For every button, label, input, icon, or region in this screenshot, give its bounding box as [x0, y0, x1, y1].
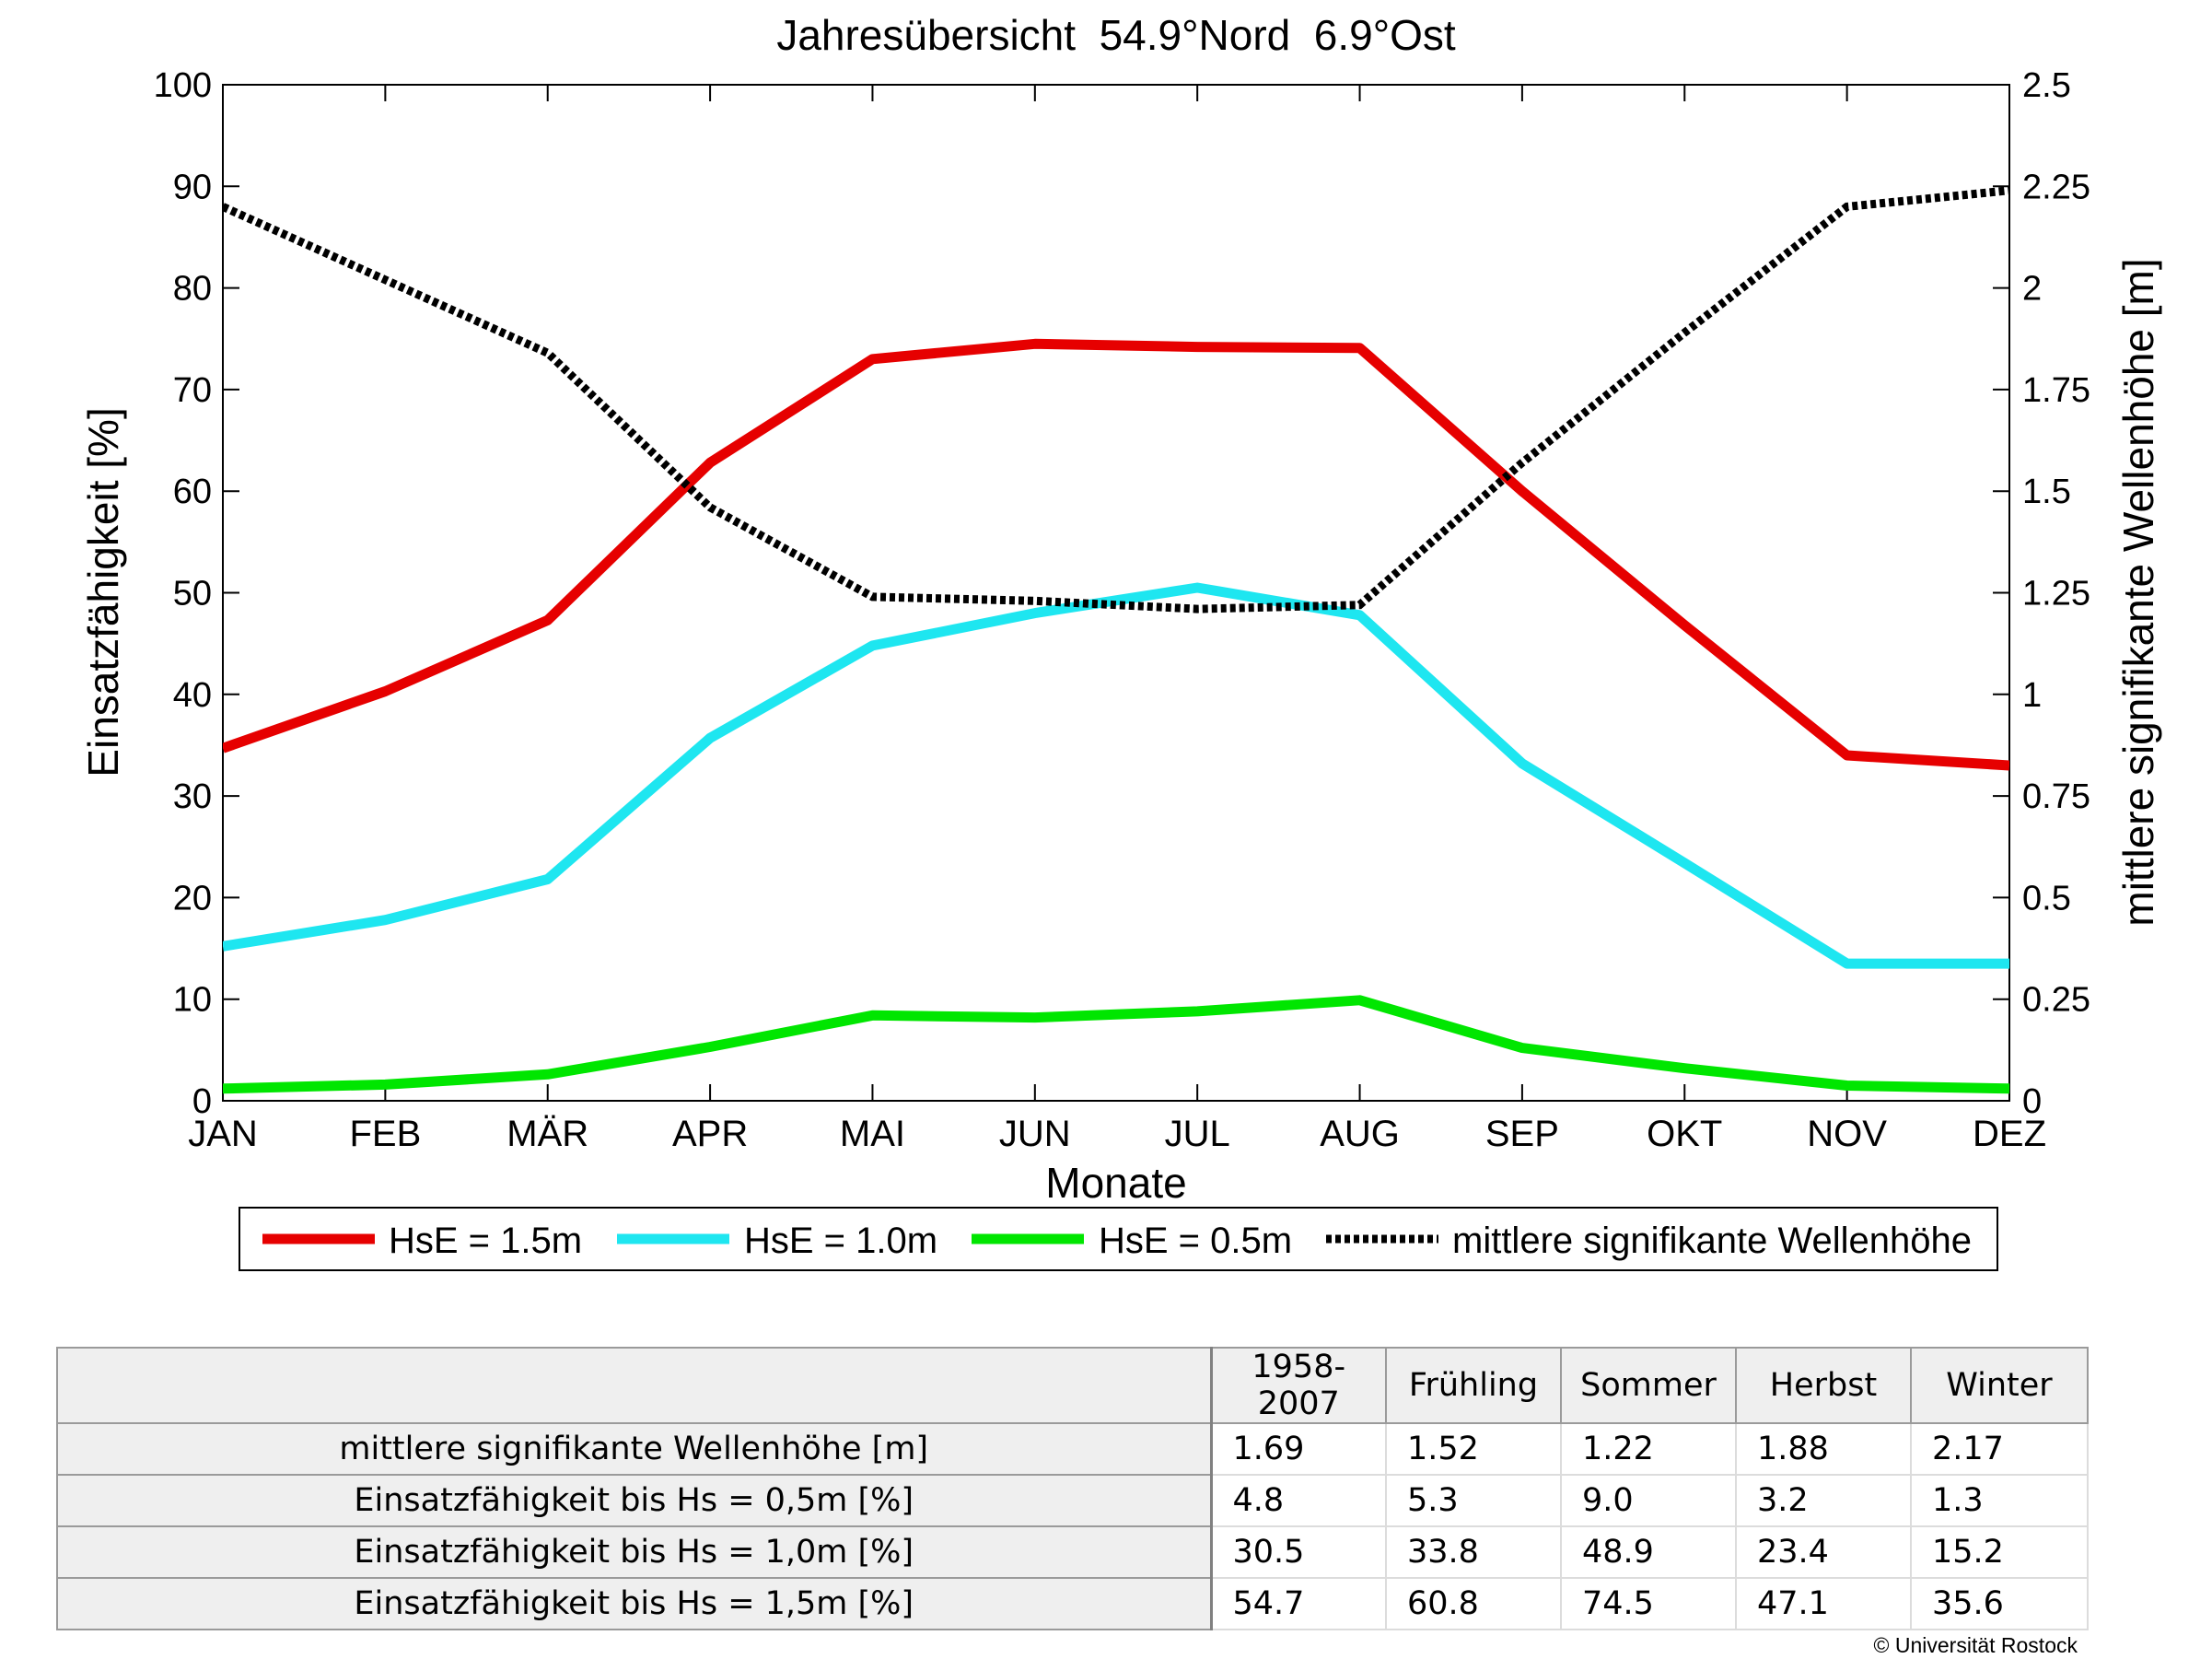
table-header-row: 1958-2007 Frühling Sommer Herbst Winter [56, 1347, 2089, 1424]
series-line-1 [223, 338, 2009, 771]
y-tick-label-left: 70 [173, 371, 212, 410]
x-tick-label: OKT [1647, 1114, 1722, 1154]
table-cell: 74.5 [1560, 1577, 1737, 1630]
y-tick-label-right: 0.75 [2022, 777, 2090, 816]
table-cell: 9.0 [1560, 1474, 1737, 1527]
legend-label-2: HsE = 1.0m [744, 1221, 937, 1261]
table-cell: 1.88 [1735, 1422, 1912, 1476]
table-cell: 30.5 [1210, 1525, 1387, 1579]
x-tick-label: AUG [1320, 1114, 1400, 1154]
x-axis-label: Monate [1045, 1159, 1186, 1207]
table-column-header: 1958-2007 [1210, 1347, 1387, 1424]
table-cell: 1.3 [1910, 1474, 2089, 1527]
y-tick-label-right: 0.25 [2022, 981, 2090, 1020]
x-tick-label: JUN [999, 1114, 1071, 1154]
legend-box [239, 1207, 1998, 1271]
table-cell: 47.1 [1735, 1577, 1912, 1630]
table-row: mittlere signifikante Wellenhöhe [m] 1.69… [56, 1422, 2089, 1476]
table-cell: 5.3 [1385, 1474, 1562, 1527]
legend-label-1: HsE = 1.5m [389, 1221, 582, 1261]
series-layer [222, 186, 2010, 1094]
y-tick-label-right: 1.5 [2022, 473, 2071, 511]
y-tick-label-left: 60 [173, 473, 212, 511]
chart-title: Jahresübersicht 54.9°Nord 6.9°Ost [776, 11, 1456, 59]
y-tick-label-right: 1 [2022, 676, 2042, 715]
x-tick-label: MÄR [506, 1114, 588, 1154]
y-tick-label-left: 30 [173, 777, 212, 816]
y-axis-label-left: Einsatzfähigkeit [%] [79, 407, 127, 777]
table-cell: 35.6 [1910, 1577, 2089, 1630]
table-cell: 33.8 [1385, 1525, 1562, 1579]
y-tick-label-right: 0.5 [2022, 879, 2071, 917]
table-row-header: mittlere signifikante Wellenhöhe [m] [56, 1422, 1213, 1476]
table-cell: 1.22 [1560, 1422, 1737, 1476]
legend-label-4: mittlere signifikante Wellenhöhe [1452, 1221, 1972, 1261]
table-column-header: Herbst [1735, 1347, 1912, 1424]
x-tick-label: JAN [188, 1114, 258, 1154]
y-axis-label-right: mittlere signifikante Wellenhöhe [m] [2114, 258, 2162, 926]
x-tick-label: NOV [1807, 1114, 1887, 1154]
axis-ticks: 0 10 20 30 40 50 60 70 80 90 100 0 0.25 0.5 0.75 1 1.25 1… [154, 66, 2090, 1154]
table-cell: 1.69 [1210, 1422, 1387, 1476]
table-row: Einsatzfähigkeit bis Hs = 0,5m [%] 4.8 5.3… [56, 1474, 2089, 1527]
y-tick-label-left: 20 [173, 879, 212, 917]
summary-table: 1958-2007 Frühling Sommer Herbst Winter mittl… [56, 1347, 2089, 1630]
y-tick-label-left: 50 [173, 575, 212, 613]
table-column-header: Frühling [1385, 1347, 1562, 1424]
y-tick-label-right: 1.75 [2022, 371, 2090, 410]
y-tick-label-right: 0 [2022, 1082, 2042, 1121]
series-line-3 [223, 995, 2009, 1094]
table-row-header: Einsatzfähigkeit bis Hs = 1,0m [%] [56, 1525, 1213, 1579]
table-cell: 15.2 [1910, 1525, 2089, 1579]
table-column-header: Winter [1910, 1347, 2089, 1424]
x-tick-label: DEZ [1973, 1114, 2046, 1154]
y-tick-label-left: 100 [154, 66, 212, 105]
table-row: Einsatzfähigkeit bis Hs = 1,5m [%] 54.7 60… [56, 1577, 2089, 1630]
y-tick-label-right: 1.25 [2022, 575, 2090, 613]
table-cell: 54.7 [1210, 1577, 1387, 1630]
x-tick-label: FEB [349, 1114, 421, 1154]
x-tick-label: MAI [840, 1114, 905, 1154]
y-tick-label-right: 2.5 [2022, 66, 2071, 105]
x-tick-label: JUL [1165, 1114, 1230, 1154]
legend: HsE = 1.5m HsE = 1.0m HsE = 0.5m mittlere s… [239, 1207, 1998, 1271]
table-cell: 1.52 [1385, 1422, 1562, 1476]
y-tick-label-left: 40 [173, 676, 212, 715]
y-tick-label-left: 80 [173, 270, 212, 309]
x-tick-label: APR [672, 1114, 748, 1154]
table-cell: 60.8 [1385, 1577, 1562, 1630]
legend-label-3: HsE = 0.5m [1099, 1221, 1292, 1261]
table-cell: 2.17 [1910, 1422, 2089, 1476]
table-row-header: Einsatzfähigkeit bis Hs = 0,5m [%] [56, 1474, 1213, 1527]
table-row: Einsatzfähigkeit bis Hs = 1,0m [%] 30.5 33… [56, 1525, 2089, 1579]
table-row-header: Einsatzfähigkeit bis Hs = 1,5m [%] [56, 1577, 1213, 1630]
copyright-note: © Universität Rostock [1873, 1633, 2078, 1657]
table-corner-cell [56, 1347, 1213, 1424]
x-tick-label: SEP [1485, 1114, 1559, 1154]
table-cell: 48.9 [1560, 1525, 1737, 1579]
chart-figure: Jahresübersicht 54.9°Nord 6.9°Ost 010203… [79, 11, 2162, 1271]
y-tick-label-left: 10 [173, 981, 212, 1020]
y-tick-label-right: 2 [2022, 270, 2042, 309]
series-line-4 [223, 186, 2009, 613]
y-tick-label-right: 2.25 [2022, 168, 2090, 206]
y-tick-label-left: 0 [192, 1082, 212, 1121]
legend-items: HsE = 1.5m HsE = 1.0m HsE = 0.5m mittlere s… [262, 1221, 1972, 1261]
table-cell: 4.8 [1210, 1474, 1387, 1527]
table-cell: 3.2 [1735, 1474, 1912, 1527]
plot-area [222, 84, 2010, 1102]
series-line-2 [223, 582, 2009, 969]
y-tick-label-left: 90 [173, 168, 212, 206]
table-column-header: Sommer [1560, 1347, 1737, 1424]
table-cell: 23.4 [1735, 1525, 1912, 1579]
